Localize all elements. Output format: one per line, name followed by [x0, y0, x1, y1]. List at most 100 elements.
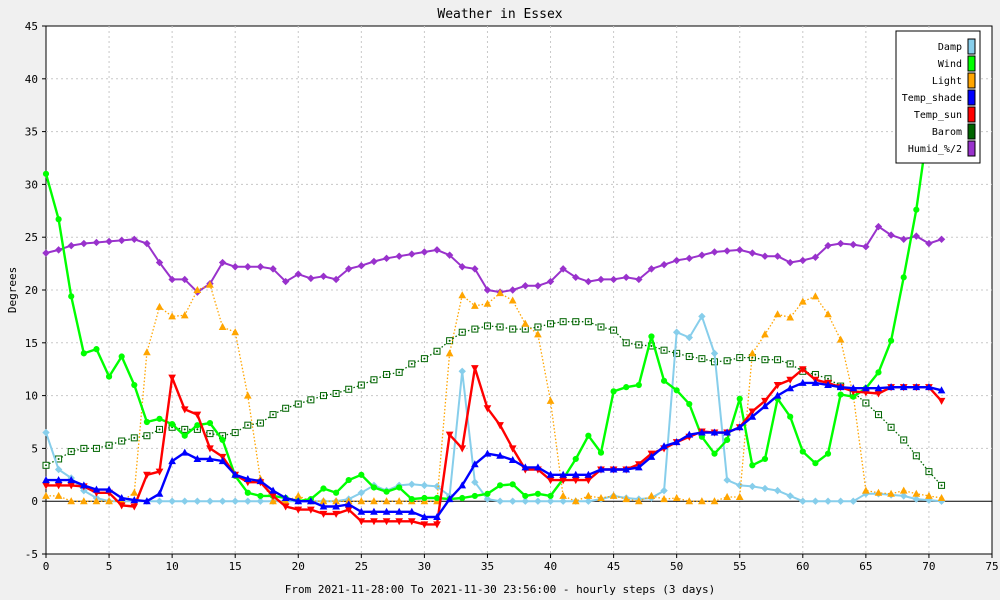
point-humid-2 [685, 254, 693, 263]
point-wind [219, 436, 226, 444]
x-tick-label: 10 [166, 560, 179, 573]
point-humid-2 [483, 286, 492, 294]
point-barom-dot [410, 362, 413, 365]
point-temp-shade [319, 502, 328, 510]
point-temp-shade [849, 384, 858, 392]
point-light [937, 493, 946, 502]
legend-label-temp-sun: Temp_sun [914, 110, 962, 121]
point-humid-2 [54, 246, 63, 254]
point-temp-shade [874, 384, 883, 392]
point-temp-shade [168, 457, 176, 465]
point-light [925, 491, 933, 499]
point-light [887, 489, 895, 497]
point-humid-2 [105, 237, 113, 246]
point-temp-shade [180, 448, 189, 456]
point-humid-2 [458, 263, 466, 271]
point-humid-2 [609, 275, 618, 284]
point-wind [320, 485, 327, 492]
point-light [231, 328, 240, 336]
point-damp [899, 492, 908, 500]
point-temp-shade [723, 428, 731, 436]
point-humid-2 [281, 277, 290, 286]
point-temp-shade [155, 489, 164, 497]
point-barom-dot [789, 362, 792, 365]
point-humid-2 [420, 248, 429, 256]
point-wind [496, 482, 504, 489]
point-temp-sun [395, 518, 404, 526]
point-light [54, 491, 63, 499]
legend-label-barom: Barom [932, 127, 962, 138]
point-light [685, 497, 694, 505]
point-wind [358, 471, 365, 478]
point-humid-2 [710, 248, 719, 256]
point-humid-2 [508, 286, 517, 294]
point-wind [55, 216, 62, 223]
point-barom-dot [297, 403, 300, 406]
point-humid-2 [445, 251, 454, 259]
x-tick-label: 70 [922, 560, 935, 573]
point-barom-dot [827, 377, 830, 380]
point-wind [194, 422, 201, 429]
x-tick-label: 0 [43, 560, 50, 573]
point-humid-2 [748, 249, 757, 257]
point-temp-shade [130, 496, 139, 504]
point-temp-shade [42, 476, 50, 484]
point-light [571, 497, 580, 505]
point-temp-sun [483, 405, 492, 413]
point-temp-shade [748, 412, 757, 420]
point-temp-shade [231, 470, 240, 478]
point-temp-shade [862, 384, 870, 392]
point-wind [156, 415, 163, 422]
point-temp-shade [622, 465, 631, 473]
point-wind [623, 384, 630, 391]
point-humid-2 [660, 260, 668, 269]
point-damp [508, 497, 517, 505]
point-light [67, 497, 76, 505]
point-barom-dot [663, 349, 666, 352]
point-temp-sun [319, 510, 328, 518]
point-temp-shade [773, 391, 782, 399]
point-humid-2 [925, 239, 933, 248]
point-wind [900, 274, 907, 281]
y-tick-label: 0 [31, 495, 38, 508]
point-barom-dot [436, 350, 439, 353]
point-temp-shade [496, 451, 504, 459]
point-humid-2 [862, 242, 870, 251]
point-humid-2 [849, 240, 857, 249]
point-damp [168, 497, 176, 505]
point-wind [711, 450, 718, 457]
x-tick-label: 45 [607, 560, 620, 573]
point-temp-sun [471, 365, 479, 373]
point-damp [723, 476, 731, 484]
point-barom-dot [133, 436, 136, 439]
point-temp-sun [420, 521, 429, 529]
point-temp-shade [395, 507, 404, 515]
point-wind [257, 492, 264, 500]
point-humid-2 [168, 275, 176, 284]
point-temp-shade [281, 493, 290, 502]
point-damp [80, 486, 88, 495]
point-wind [812, 460, 819, 467]
point-barom-dot [599, 325, 602, 328]
point-damp [685, 333, 693, 342]
point-temp-shade [672, 438, 681, 446]
point-wind [471, 492, 478, 500]
legend: Damp Wind Light Temp_shade Temp_sun Barom Humi… [895, 30, 981, 164]
point-humid-2 [117, 236, 126, 245]
point-barom-dot [688, 355, 691, 358]
point-light [660, 495, 668, 503]
point-temp-shade [307, 497, 315, 505]
x-tick-label: 65 [859, 560, 872, 573]
point-humid-2 [672, 256, 681, 265]
point-temp-sun [168, 374, 176, 382]
point-temp-shade [193, 454, 202, 462]
chart-title: Weather in Essex [437, 7, 562, 22]
point-temp-shade [218, 457, 227, 465]
point-temp-sun [798, 366, 807, 374]
point-light [622, 495, 631, 503]
point-humid-2 [218, 258, 227, 267]
point-humid-2 [433, 246, 441, 254]
point-wind [736, 395, 743, 402]
point-light [42, 491, 50, 499]
point-temp-shade [458, 481, 467, 489]
